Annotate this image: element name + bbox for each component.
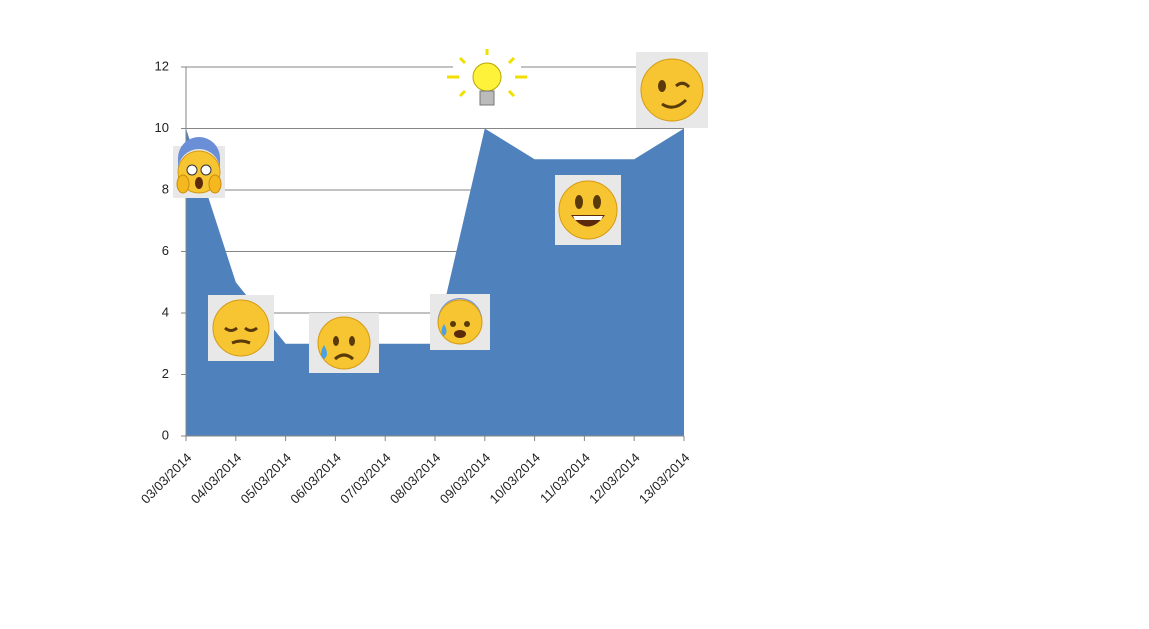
x-tick-label: 10/03/2014 — [487, 450, 544, 507]
x-tick-label: 11/03/2014 — [537, 450, 593, 506]
y-tick-label: 0 — [162, 427, 169, 442]
emoji-bulb — [447, 49, 527, 119]
emoji-smiley — [555, 175, 621, 245]
emoji-sad-sweat — [309, 313, 379, 373]
x-tick-label: 04/03/2014 — [188, 450, 245, 507]
x-tick-label: 05/03/2014 — [238, 450, 295, 507]
y-tick-label: 10 — [155, 120, 169, 135]
plot-area: 02468101203/03/201404/03/201405/03/20140… — [138, 58, 693, 506]
y-tick-label: 12 — [155, 58, 169, 73]
x-tick-label: 07/03/2014 — [337, 450, 394, 507]
emoji-pensive — [208, 295, 274, 361]
x-tick-label: 08/03/2014 — [387, 450, 444, 507]
emoji-cold-sweat — [430, 294, 490, 350]
x-tick-label: 09/03/2014 — [437, 450, 494, 507]
emoji-layer — [173, 49, 708, 373]
x-tick-label: 06/03/2014 — [287, 450, 344, 507]
emoji-wink — [636, 52, 708, 128]
y-tick-label: 4 — [162, 304, 169, 319]
y-tick-label: 2 — [162, 366, 169, 381]
area — [186, 128, 684, 436]
x-tick-label: 12/03/2014 — [586, 450, 643, 507]
emoji-scream — [173, 137, 225, 198]
x-tick-label: 13/03/2014 — [636, 450, 693, 507]
y-tick-label: 6 — [162, 243, 169, 258]
x-tick-label: 03/03/2014 — [138, 450, 195, 507]
y-tick-label: 8 — [162, 181, 169, 196]
